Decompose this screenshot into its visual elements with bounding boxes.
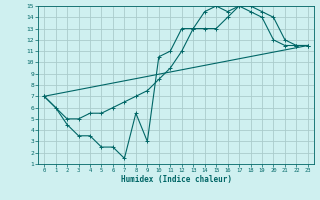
X-axis label: Humidex (Indice chaleur): Humidex (Indice chaleur) (121, 175, 231, 184)
